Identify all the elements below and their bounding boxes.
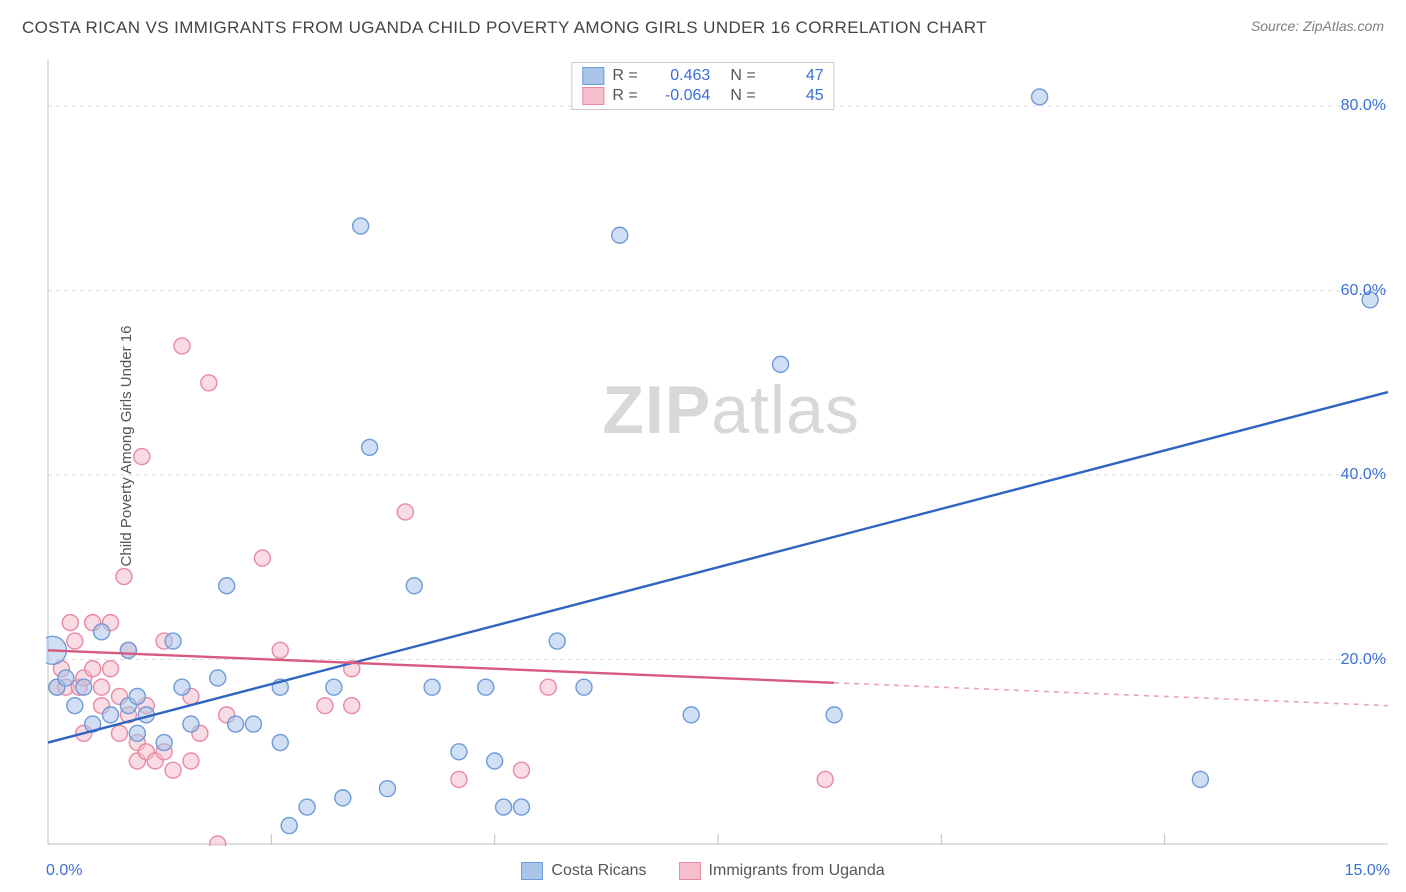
n-label: N = bbox=[730, 87, 755, 105]
correlation-row: R = -0.064 N = 45 bbox=[582, 87, 823, 105]
legend-item: Immigrants from Uganda bbox=[679, 862, 885, 880]
source-link[interactable]: ZipAtlas.com bbox=[1303, 18, 1384, 34]
legend-label: Costa Ricans bbox=[551, 862, 646, 880]
legend-label: Immigrants from Uganda bbox=[709, 862, 885, 880]
source-prefix: Source: bbox=[1251, 18, 1303, 34]
y-tick-label: 40.0% bbox=[1341, 466, 1386, 484]
r-label: R = bbox=[612, 67, 642, 85]
n-value: 45 bbox=[764, 87, 824, 105]
correlation-panel: R = 0.463 N = 47 R = -0.064 N = 45 bbox=[571, 62, 834, 110]
r-label: R = bbox=[612, 87, 642, 105]
legend-item: Costa Ricans bbox=[521, 862, 646, 880]
series-swatch bbox=[582, 87, 604, 105]
legend: Costa Ricans Immigrants from Uganda bbox=[0, 862, 1406, 880]
y-tick-label: 20.0% bbox=[1341, 651, 1386, 669]
plot-area bbox=[46, 58, 1390, 846]
y-tick-label: 60.0% bbox=[1341, 282, 1386, 300]
correlation-row: R = 0.463 N = 47 bbox=[582, 67, 823, 85]
n-value: 47 bbox=[764, 67, 824, 85]
n-label: N = bbox=[730, 67, 755, 85]
legend-swatch bbox=[521, 862, 543, 880]
scatter-plot bbox=[46, 58, 1390, 846]
r-value: -0.064 bbox=[650, 87, 710, 105]
y-tick-label: 80.0% bbox=[1341, 97, 1386, 115]
legend-swatch bbox=[679, 862, 701, 880]
source-citation: Source: ZipAtlas.com bbox=[1251, 18, 1384, 34]
chart-title: COSTA RICAN VS IMMIGRANTS FROM UGANDA CH… bbox=[22, 18, 987, 38]
series-swatch bbox=[582, 67, 604, 85]
r-value: 0.463 bbox=[650, 67, 710, 85]
